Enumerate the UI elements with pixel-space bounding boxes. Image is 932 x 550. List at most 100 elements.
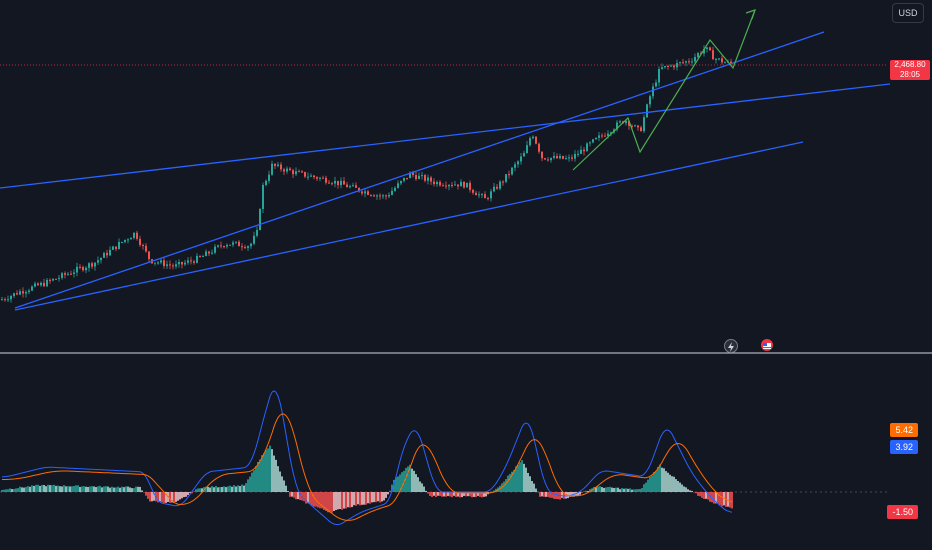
- candle: [568, 154, 570, 162]
- macd-histogram-bar: [691, 490, 693, 492]
- macd-histogram-bar: [39, 485, 41, 492]
- currency-button[interactable]: USD: [892, 3, 924, 23]
- macd-histogram-bar: [41, 484, 43, 492]
- upper-channel-line[interactable]: [0, 83, 891, 189]
- candle: [658, 66, 660, 87]
- candle: [187, 257, 189, 265]
- candle: [70, 270, 72, 275]
- macd-histogram-bar: [613, 487, 615, 492]
- macd-histogram-bar: [375, 492, 377, 503]
- macd-histogram-bar: [135, 486, 137, 492]
- macd-histogram-bar: [439, 492, 441, 497]
- macd-histogram-bar: [651, 475, 653, 492]
- macd-histogram-bar: [599, 486, 601, 492]
- candle: [634, 124, 636, 127]
- candle: [544, 157, 546, 161]
- rising-trendline[interactable]: [14, 31, 825, 309]
- macd-histogram-bar: [431, 492, 433, 497]
- macd-histogram-bar: [253, 470, 255, 492]
- green-projection-path[interactable]: [572, 9, 756, 171]
- macd-histogram-bar: [529, 476, 531, 492]
- macd-histogram-bar: [55, 485, 57, 492]
- macd-histogram-bar: [705, 492, 707, 499]
- macd-histogram-bar: [339, 492, 341, 510]
- macd-histogram-bar: [237, 485, 239, 492]
- candle: [724, 61, 726, 64]
- candle: [565, 155, 567, 160]
- candle: [118, 238, 120, 250]
- macd-histogram-bar: [377, 492, 379, 502]
- macd-histogram-bar: [319, 492, 321, 509]
- candle: [433, 178, 435, 187]
- candle: [373, 194, 375, 197]
- macd-histogram-bar: [661, 467, 663, 492]
- us-flag-event-icon[interactable]: [761, 339, 773, 351]
- macd-histogram-bar: [235, 486, 237, 492]
- candle: [343, 177, 345, 185]
- candle: [712, 46, 714, 60]
- macd-histogram-bar: [381, 492, 383, 502]
- macd-histogram-bar: [101, 487, 103, 492]
- candle: [193, 259, 195, 265]
- candle: [19, 289, 21, 296]
- macd-histogram-bar: [63, 485, 65, 492]
- macd-histogram-bar: [653, 472, 655, 492]
- candle: [640, 125, 642, 132]
- candle: [115, 246, 117, 252]
- candle: [328, 180, 330, 184]
- macd-histogram-bar: [227, 486, 229, 492]
- candle: [229, 244, 231, 246]
- macd-histogram-bar: [213, 487, 215, 492]
- candle: [592, 138, 594, 144]
- macd-histogram-bar: [415, 474, 417, 492]
- candle: [457, 184, 459, 190]
- macd-histogram-bar: [689, 490, 691, 492]
- candle: [91, 261, 93, 270]
- candle: [139, 235, 141, 247]
- candle: [556, 153, 558, 159]
- candle: [400, 180, 402, 186]
- macd-histogram-bar: [29, 486, 31, 492]
- lower-channel-line[interactable]: [14, 141, 804, 311]
- macd-histogram-bar: [75, 485, 77, 492]
- macd-histogram-bar: [189, 492, 191, 493]
- candle: [409, 171, 411, 179]
- macd-histogram-bar: [115, 487, 117, 492]
- macd-histogram-bar: [205, 486, 207, 492]
- macd-histogram-bar: [525, 467, 527, 492]
- macd-histogram-bar: [421, 483, 423, 492]
- candle: [217, 244, 219, 249]
- macd-histogram-bar: [367, 492, 369, 504]
- macd-histogram-bar: [523, 463, 525, 492]
- candle: [184, 259, 186, 267]
- macd-histogram-bar: [195, 489, 197, 492]
- macd-histogram-bar: [91, 486, 93, 492]
- candle: [199, 255, 201, 258]
- macd-histogram-bar: [537, 491, 539, 493]
- macd-histogram-bar: [219, 487, 221, 492]
- macd-histogram-bar: [303, 492, 305, 502]
- macd-histogram-bar: [461, 492, 463, 498]
- signal-line: [2, 413, 733, 521]
- macd-histogram-bar: [117, 486, 119, 492]
- candle: [262, 182, 264, 213]
- candle: [682, 58, 684, 65]
- lightning-event-icon[interactable]: [724, 339, 738, 353]
- macd-histogram-bar: [35, 484, 37, 492]
- macd-histogram-bar: [159, 492, 161, 502]
- candle: [421, 171, 423, 180]
- macd-histogram-bar: [401, 472, 403, 492]
- macd-histogram-bar: [141, 490, 143, 492]
- macd-histogram-bar: [191, 492, 193, 494]
- candle: [403, 177, 405, 183]
- macd-histogram-bar: [491, 491, 493, 493]
- macd-histogram-bar: [209, 487, 211, 492]
- macd-histogram-bar: [503, 481, 505, 492]
- candle: [295, 167, 297, 177]
- macd-histogram-bar: [617, 487, 619, 492]
- candle: [361, 190, 363, 196]
- macd-histogram-bar: [495, 488, 497, 492]
- candle: [547, 156, 549, 162]
- candle: [601, 133, 603, 139]
